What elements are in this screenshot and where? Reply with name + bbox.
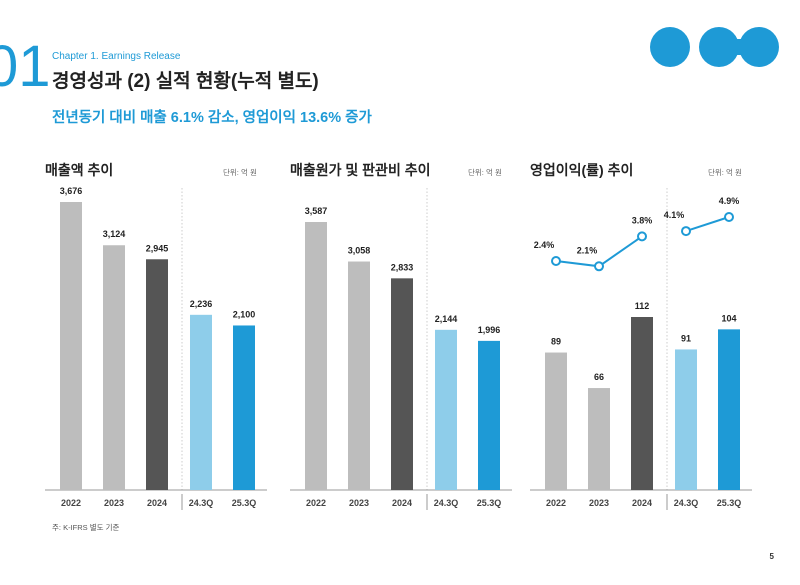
chart-unit: 단위: 억 원 bbox=[223, 168, 257, 177]
chart-title: 매출액 추이 bbox=[45, 162, 114, 178]
margin-label: 2.4% bbox=[534, 240, 555, 250]
bar bbox=[631, 317, 653, 490]
bar-value-label: 3,676 bbox=[60, 186, 83, 196]
x-tick-label: 24.3Q bbox=[434, 498, 459, 508]
x-tick-label: 2024 bbox=[147, 498, 167, 508]
x-tick-label: 2023 bbox=[104, 498, 124, 508]
bar bbox=[435, 329, 457, 490]
bar bbox=[348, 261, 370, 490]
bar bbox=[190, 314, 212, 490]
margin-point bbox=[681, 226, 691, 237]
bar-value-label: 112 bbox=[635, 301, 650, 311]
chart-unit: 단위: 억 원 bbox=[468, 168, 502, 177]
chart-title: 영업이익(률) 추이 bbox=[530, 162, 634, 178]
x-tick-label: 24.3Q bbox=[189, 498, 214, 508]
footnote: 주: K-IFRS 별도 기준 bbox=[52, 523, 120, 532]
margin-point bbox=[594, 261, 604, 272]
bar-value-label: 3,587 bbox=[305, 206, 328, 216]
x-tick-label: 25.3Q bbox=[477, 498, 502, 508]
margin-point bbox=[637, 231, 647, 242]
bar bbox=[588, 388, 610, 490]
bar bbox=[146, 259, 168, 490]
page-number: 5 bbox=[769, 552, 774, 561]
x-tick-label: 2024 bbox=[632, 498, 652, 508]
page-subtitle: 전년동기 대비 매출 6.1% 감소, 영업이익 13.6% 증가 bbox=[52, 110, 372, 126]
margin-label: 4.1% bbox=[664, 210, 685, 220]
bar-value-label: 66 bbox=[594, 372, 604, 382]
bar-value-label: 3,058 bbox=[348, 246, 371, 256]
chart-title: 매출원가 및 판관비 추이 bbox=[290, 162, 431, 178]
chart: 89 2022 66 2023 112 2024 91 24.3Q 104 25.3Q 2.4% 2.… bbox=[530, 188, 752, 510]
bar-value-label: 2,100 bbox=[233, 309, 256, 319]
bar bbox=[60, 202, 82, 490]
bar bbox=[391, 278, 413, 490]
chart: 3,676 2022 3,124 2023 2,945 2024 2,236 24.3Q 2,1… bbox=[45, 186, 267, 510]
x-tick-label: 2024 bbox=[392, 498, 412, 508]
margin-line bbox=[685, 216, 730, 233]
margin-label: 4.9% bbox=[719, 196, 740, 206]
x-tick-label: 25.3Q bbox=[232, 498, 257, 508]
margin-label: 3.8% bbox=[632, 215, 653, 225]
bar bbox=[305, 222, 327, 490]
x-tick-label: 2022 bbox=[61, 498, 81, 508]
bar bbox=[233, 325, 255, 490]
section-number: 01 bbox=[0, 34, 51, 99]
bar bbox=[478, 340, 500, 490]
bar-value-label: 89 bbox=[551, 337, 561, 347]
x-tick-label: 2022 bbox=[546, 498, 566, 508]
margin-label: 2.1% bbox=[577, 245, 598, 255]
bar-value-label: 1,996 bbox=[478, 325, 501, 335]
bar bbox=[103, 245, 125, 490]
bar-value-label: 2,945 bbox=[146, 243, 169, 253]
logo-icon bbox=[650, 27, 779, 67]
bar bbox=[675, 349, 697, 490]
bar bbox=[718, 329, 740, 490]
x-tick-label: 2023 bbox=[589, 498, 609, 508]
bar-value-label: 2,236 bbox=[190, 299, 213, 309]
chart: 3,587 2022 3,058 2023 2,833 2024 2,144 24.3Q 1,9… bbox=[290, 188, 512, 510]
chart-unit: 단위: 억 원 bbox=[708, 168, 742, 177]
bar bbox=[545, 352, 567, 490]
bar-value-label: 2,833 bbox=[391, 262, 414, 272]
margin-point bbox=[551, 256, 561, 266]
bar-value-label: 2,144 bbox=[435, 314, 458, 324]
x-tick-label: 24.3Q bbox=[674, 498, 699, 508]
margin-point bbox=[724, 212, 734, 222]
x-tick-label: 2023 bbox=[349, 498, 369, 508]
bar-value-label: 91 bbox=[681, 333, 691, 343]
bar-value-label: 3,124 bbox=[103, 229, 126, 239]
x-tick-label: 2022 bbox=[306, 498, 326, 508]
chapter-label: Chapter 1. Earnings Release bbox=[52, 51, 181, 62]
page-title: 경영성과 (2) 실적 현황(누적 별도) bbox=[52, 71, 319, 92]
bar-value-label: 104 bbox=[721, 313, 736, 323]
x-tick-label: 25.3Q bbox=[717, 498, 742, 508]
